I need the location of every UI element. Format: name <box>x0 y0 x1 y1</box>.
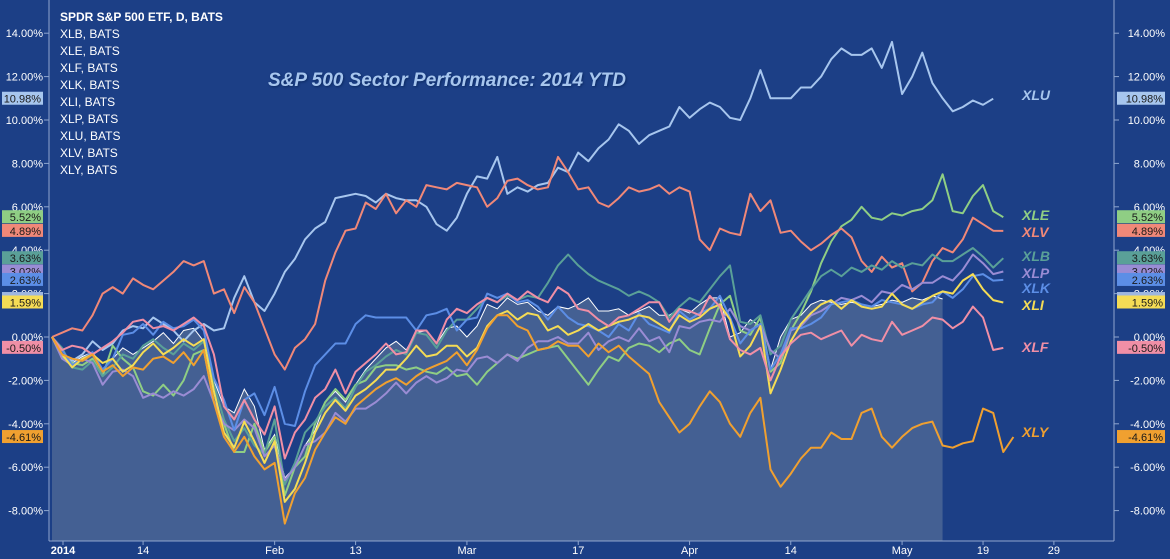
series-line-xly <box>51 314 1015 525</box>
x-tick-label: 2014 <box>51 545 76 557</box>
spy-line <box>51 295 943 480</box>
chart-title: S&P 500 Sector Performance: 2014 YTD <box>268 70 627 91</box>
legend-item: XLV, BATS <box>60 146 118 160</box>
legend-item: XLF, BATS <box>60 61 118 75</box>
last-value-badge-label: -0.50% <box>1128 343 1163 355</box>
x-axis: 2014 14 Feb 13 Mar 17 Apr 14 May 19 29 <box>51 541 1060 557</box>
y-tick-label: 14.00% <box>1128 28 1166 40</box>
series-label-xly: XLY <box>1021 424 1050 440</box>
legend-item: XLU, BATS <box>60 129 121 143</box>
legend-item: XLY, BATS <box>60 163 118 177</box>
y-tick-label: 10.00% <box>6 115 44 127</box>
last-value-badge-label: 4.89% <box>1132 226 1163 238</box>
last-value-badge <box>2 340 43 354</box>
series-label-xlu: XLU <box>1021 87 1051 103</box>
legend-item: XLI, BATS <box>60 95 116 109</box>
last-value-badge <box>1117 272 1165 286</box>
y-tick-label: 12.00% <box>1128 72 1166 84</box>
x-tick-label: 17 <box>572 545 584 557</box>
y-tick-label: 8.00% <box>12 158 43 170</box>
last-value-badge-label: -4.61% <box>1128 432 1163 444</box>
last-value-badge <box>2 210 43 224</box>
last-value-badge <box>1117 295 1165 309</box>
last-value-badge <box>2 430 43 444</box>
last-value-badge <box>1117 340 1165 354</box>
last-value-badge-label: -0.50% <box>6 343 41 355</box>
last-value-badge-label: -4.61% <box>6 432 41 444</box>
last-value-badge <box>1117 251 1165 265</box>
last-value-badge <box>1117 430 1165 444</box>
last-value-badge <box>2 251 43 265</box>
y-tick-label: -4.00% <box>1130 419 1165 431</box>
y-tick-label: -2.00% <box>8 375 43 387</box>
last-value-badge-label: 2.63% <box>10 275 41 287</box>
legend-item: XLB, BATS <box>60 27 120 41</box>
x-tick-label: 19 <box>977 545 989 557</box>
last-value-badge <box>2 223 43 237</box>
x-tick-label: May <box>892 545 913 557</box>
last-value-badge-label: 3.63% <box>1132 253 1163 265</box>
series-lines <box>51 40 1015 525</box>
legend-item: SPDR S&P 500 ETF, D, BATS <box>60 10 223 24</box>
last-value-badge-label: 3.63% <box>10 253 41 265</box>
series-label-xlp: XLP <box>1021 265 1050 281</box>
series-line-xlp <box>51 253 1004 482</box>
last-value-badges-left: 10.98%5.52%4.89%3.63%3.02%2.63%1.75%1.59… <box>2 91 43 444</box>
legend-item: XLK, BATS <box>60 78 120 92</box>
y-tick-label: 8.00% <box>1134 158 1165 170</box>
y-tick-label: -4.00% <box>8 419 43 431</box>
x-tick-label: Mar <box>457 545 476 557</box>
series-line-xlk <box>51 273 1004 432</box>
x-tick-label: 29 <box>1048 545 1060 557</box>
series-line-xlu <box>51 40 994 362</box>
last-value-badge-label: 1.59% <box>1132 297 1163 309</box>
y-tick-label: -8.00% <box>1130 506 1165 518</box>
y-tick-label: 14.00% <box>6 28 44 40</box>
series-label-xle: XLE <box>1021 207 1050 223</box>
series-line-xlf <box>51 286 1004 460</box>
spy-area <box>52 295 943 541</box>
y-tick-label: -8.00% <box>8 506 43 518</box>
x-tick-label: 14 <box>137 545 149 557</box>
last-value-badge-label: 2.63% <box>1132 275 1163 287</box>
legend-item: XLE, BATS <box>60 44 120 58</box>
x-tick-label: Feb <box>265 545 284 557</box>
last-value-badge-label: 5.52% <box>10 212 41 224</box>
y-tick-label: -6.00% <box>8 462 43 474</box>
last-value-badge-label: 1.59% <box>10 297 41 309</box>
legend: SPDR S&P 500 ETF, D, BATS XLB, BATS XLE,… <box>60 9 223 179</box>
last-value-badge-label: 10.98% <box>1126 94 1164 106</box>
last-value-badge <box>2 91 43 105</box>
series-label-xlb: XLB <box>1021 248 1050 264</box>
series-line-xli <box>51 273 1004 503</box>
x-tick-label: 13 <box>349 545 361 557</box>
y-tick-label: -2.00% <box>1130 375 1165 387</box>
series-label-xlk: XLK <box>1021 280 1051 296</box>
series-label-xlf: XLF <box>1021 339 1049 355</box>
series-label-xli: XLI <box>1021 297 1045 313</box>
y-tick-label: -6.00% <box>1130 462 1165 474</box>
y-tick-label: 10.00% <box>1128 115 1166 127</box>
last-value-badge <box>2 295 43 309</box>
y-tick-label: 12.00% <box>6 72 44 84</box>
last-value-badge-label: 5.52% <box>1132 212 1163 224</box>
last-value-badge <box>1117 223 1165 237</box>
last-value-badge-label: 4.89% <box>10 226 41 238</box>
last-value-badge <box>1117 210 1165 224</box>
last-value-badge-label: 10.98% <box>4 94 42 106</box>
legend-item: XLP, BATS <box>60 112 119 126</box>
x-tick-label: 14 <box>785 545 797 557</box>
series-line-xlv <box>51 155 1004 371</box>
last-value-badge <box>1117 91 1165 105</box>
x-tick-label: Apr <box>681 545 698 557</box>
last-value-badge <box>2 272 43 286</box>
series-label-xlv: XLV <box>1021 224 1050 240</box>
last-value-badges-right: 10.98%5.52%4.89%3.63%3.02%2.63%1.75%1.59… <box>1117 91 1165 444</box>
